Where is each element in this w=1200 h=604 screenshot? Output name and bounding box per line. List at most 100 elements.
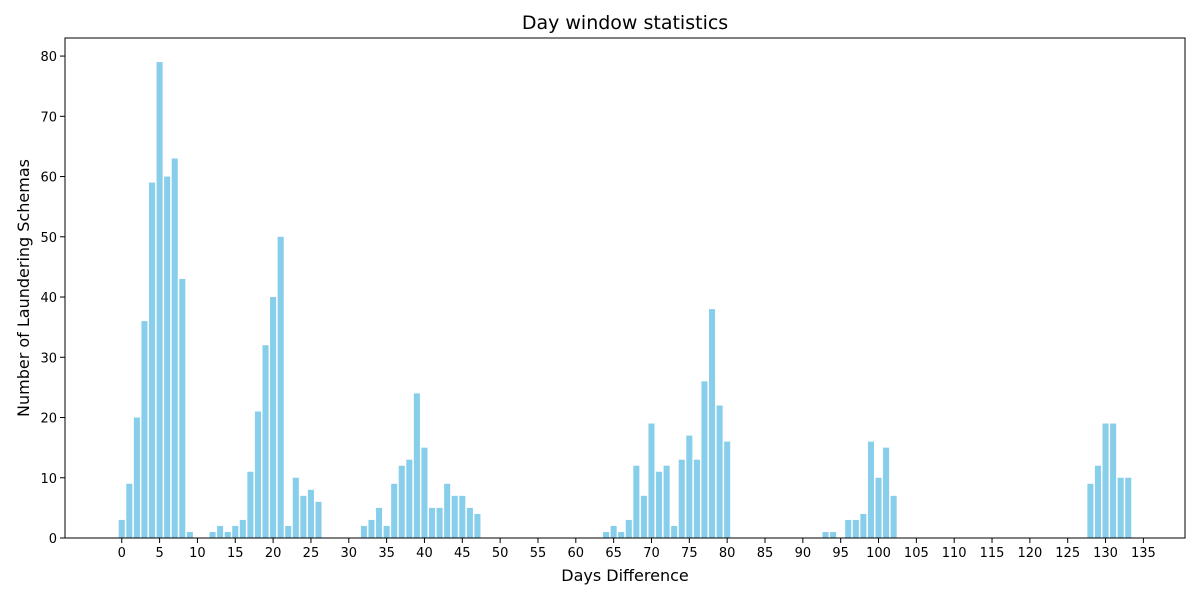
bar [875,477,882,538]
bar [360,525,367,538]
y-tick-label: 50 [40,231,57,246]
x-tick-label: 50 [492,546,509,561]
y-axis-label: Number of Laundering Schemas [14,159,33,417]
y-tick-label: 20 [40,412,57,427]
bar [429,507,436,538]
bar [686,435,693,538]
y-axis-ticks: 0 10 20 30 40 50 60 70 80 [40,50,65,547]
y-tick-label: 30 [40,351,57,366]
bar [625,519,632,538]
x-tick-label: 20 [265,546,282,561]
x-tick-label: 10 [189,546,206,561]
bar [663,465,670,538]
x-tick-label: 15 [227,546,244,561]
bar [413,393,420,538]
bar [247,471,254,538]
bar [883,447,890,538]
bar [141,321,148,538]
plot-frame [64,37,1186,539]
bar [209,531,216,538]
x-tick-label: 95 [832,546,849,561]
bar [391,483,398,538]
x-tick-label: 125 [1055,546,1080,561]
bar [118,519,125,538]
bar [709,309,716,538]
bar [254,411,261,538]
bar [398,465,405,538]
x-tick-label: 70 [643,546,660,561]
bar [671,525,678,538]
bar [890,495,897,538]
bar [277,236,284,539]
bar [1125,477,1132,538]
bar [300,495,307,538]
x-tick-label: 40 [416,546,433,561]
bar [822,531,829,538]
bar [285,525,292,538]
bar [716,405,723,538]
x-tick-label: 115 [980,546,1005,561]
x-tick-label: 5 [155,546,163,561]
x-tick-label: 0 [118,546,126,561]
y-tick-label: 70 [40,110,57,125]
y-tick-label: 40 [40,291,57,306]
bar [852,519,859,538]
bar [444,483,451,538]
bar [610,525,617,538]
x-tick-label: 65 [605,546,622,561]
x-tick-label: 85 [757,546,774,561]
bar [133,417,140,538]
bar [701,381,708,538]
x-tick-label: 105 [904,546,929,561]
bar [307,489,314,538]
bar [406,459,413,538]
bar [270,297,277,538]
bar [1110,423,1117,538]
x-axis-label: Days Difference [561,566,689,585]
y-tick-label: 80 [40,50,57,65]
bar [860,513,867,538]
bars-group [118,62,1132,539]
bar [640,495,647,538]
bar [678,459,685,538]
x-tick-label: 80 [719,546,736,561]
x-tick-label: 55 [530,546,547,561]
x-tick-label: 75 [681,546,698,561]
bar [451,495,458,538]
x-tick-label: 120 [1017,546,1042,561]
x-tick-label: 35 [378,546,395,561]
bar [466,507,473,538]
bar [217,525,224,538]
bar [232,525,239,538]
bar [474,513,481,538]
bar [459,495,466,538]
bar [292,477,299,538]
bar [845,519,852,538]
bar [436,507,443,538]
bar [1117,477,1124,538]
bar [648,423,655,538]
bar [383,525,390,538]
bar [239,519,246,538]
x-tick-label: 130 [1093,546,1118,561]
bar [1087,483,1094,538]
x-tick-label: 135 [1131,546,1156,561]
x-tick-label: 25 [303,546,320,561]
bar [164,176,171,539]
bar [830,531,837,538]
bar [376,507,383,538]
chart-title: Day window statistics [522,12,728,34]
bar [126,483,133,538]
bar [149,182,156,538]
bar [315,501,322,538]
bar [693,459,700,538]
x-tick-label: 110 [942,546,967,561]
bar [156,62,163,539]
bar [724,441,731,538]
bar [656,471,663,538]
bar [186,531,193,538]
bar [171,158,178,538]
bar [603,531,610,538]
